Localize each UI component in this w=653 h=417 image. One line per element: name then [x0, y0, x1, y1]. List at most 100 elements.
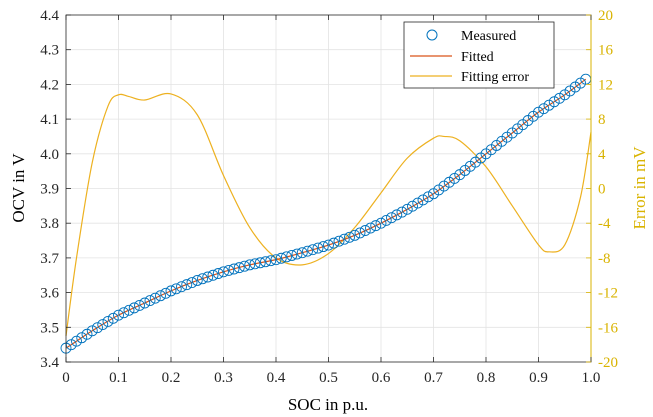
y-left-tick-label: 3.7 — [40, 251, 59, 267]
measured-point — [181, 279, 193, 291]
y-left-tick-label: 4.0 — [40, 147, 59, 163]
y-right-tick-label: -12 — [598, 286, 618, 302]
measured-point — [97, 319, 109, 330]
y-left-tick-label: 3.4 — [40, 355, 59, 371]
measured-point — [375, 217, 387, 229]
measured-point — [128, 302, 140, 314]
measured-point — [113, 309, 124, 321]
measured-series — [60, 73, 592, 354]
measured-point — [254, 257, 266, 269]
measured-point — [144, 295, 156, 307]
measured-point — [270, 254, 282, 266]
y-right-tick-label: 8 — [598, 112, 606, 128]
y-right-tick-label: 0 — [598, 182, 606, 198]
fitted-series — [65, 78, 587, 349]
measured-point — [401, 203, 413, 215]
legend: Measured Fitted Fitting error — [403, 21, 555, 89]
legend-fitted-label: Fitted — [461, 50, 494, 65]
measured-point — [212, 268, 224, 279]
y-right-tick-label: 12 — [598, 77, 613, 93]
measured-point — [380, 214, 392, 226]
measured-point — [218, 266, 229, 278]
y-right-tick-label: -16 — [598, 320, 618, 336]
measured-point — [170, 283, 182, 295]
measured-point — [286, 250, 298, 261]
measured-point — [176, 281, 187, 293]
measured-point — [312, 242, 324, 254]
x-tick-label: 0 — [62, 370, 70, 386]
measured-point — [386, 212, 397, 224]
y-right-tick-label: 20 — [598, 8, 613, 24]
x-tick-label: 0.2 — [162, 370, 181, 386]
measured-point — [338, 233, 350, 245]
measured-point — [92, 322, 103, 334]
measured-point — [417, 194, 429, 206]
y-axis-right-title: Error in mV — [630, 146, 649, 230]
y-left-tick-label: 4.1 — [40, 112, 59, 128]
measured-point — [107, 312, 119, 324]
measured-point — [365, 222, 376, 234]
measured-point — [265, 255, 277, 267]
measured-point — [233, 262, 245, 274]
y-left-tick-label: 4.2 — [40, 77, 59, 93]
x-tick-label: 0.1 — [109, 370, 128, 386]
measured-point — [149, 292, 161, 304]
legend-error-label: Fitting error — [461, 70, 529, 85]
measured-point — [71, 335, 82, 347]
fitted-line — [65, 78, 587, 349]
x-tick-label: 0.4 — [267, 370, 286, 386]
measured-point — [249, 258, 261, 270]
measured-point — [281, 251, 292, 263]
measured-point — [554, 92, 565, 104]
measured-point — [317, 241, 329, 253]
measured-point — [76, 332, 88, 344]
measured-point — [239, 260, 250, 272]
measured-point — [349, 229, 361, 241]
measured-point — [422, 191, 434, 203]
fitting-error-line — [65, 92, 592, 337]
y-left-tick-label: 3.9 — [40, 182, 59, 198]
measured-point — [333, 235, 345, 247]
legend-measured-marker — [426, 29, 438, 41]
y-left-tick-label: 4.3 — [40, 43, 59, 59]
measured-point — [186, 277, 198, 288]
measured-point — [275, 252, 287, 264]
measured-point — [407, 200, 418, 212]
measured-point — [139, 297, 151, 309]
x-tick-label: 0.5 — [319, 370, 338, 386]
measured-point — [412, 197, 424, 209]
measured-point — [307, 244, 319, 256]
measured-point — [296, 247, 308, 259]
measured-point — [543, 99, 555, 111]
error-series — [65, 92, 592, 337]
measured-point — [538, 103, 550, 115]
measured-point — [191, 275, 203, 286]
measured-point — [302, 245, 313, 257]
measured-point — [533, 106, 544, 118]
measured-point — [118, 307, 130, 319]
axis-ticks: 0 0.1 0.2 0.3 0.4 0.5 0.6 0.7 0.8 0.9 1.0 3.4 3.5 3.6… — [40, 8, 618, 386]
y-left-tick-label: 3.8 — [40, 216, 59, 232]
y-right-tick-label: 16 — [598, 43, 614, 59]
measured-point — [160, 287, 172, 299]
y-axis-left-title: OCV in V — [9, 153, 28, 223]
legend-box — [403, 21, 555, 89]
measured-point — [396, 206, 408, 218]
measured-point — [548, 96, 560, 108]
measured-point — [260, 256, 271, 268]
y-right-tick-label: 4 — [598, 147, 606, 163]
measured-point — [244, 259, 256, 271]
measured-point — [165, 285, 177, 297]
measured-point — [354, 227, 366, 239]
measured-point — [359, 225, 371, 236]
measured-point — [344, 231, 355, 243]
y-left-tick-label: 4.4 — [40, 8, 59, 24]
measured-point — [223, 264, 235, 276]
measured-point — [123, 304, 135, 316]
measured-point — [370, 220, 382, 232]
measured-point — [197, 273, 208, 285]
measured-point — [202, 271, 214, 283]
measured-point — [155, 290, 166, 302]
x-tick-label: 0.8 — [477, 370, 496, 386]
